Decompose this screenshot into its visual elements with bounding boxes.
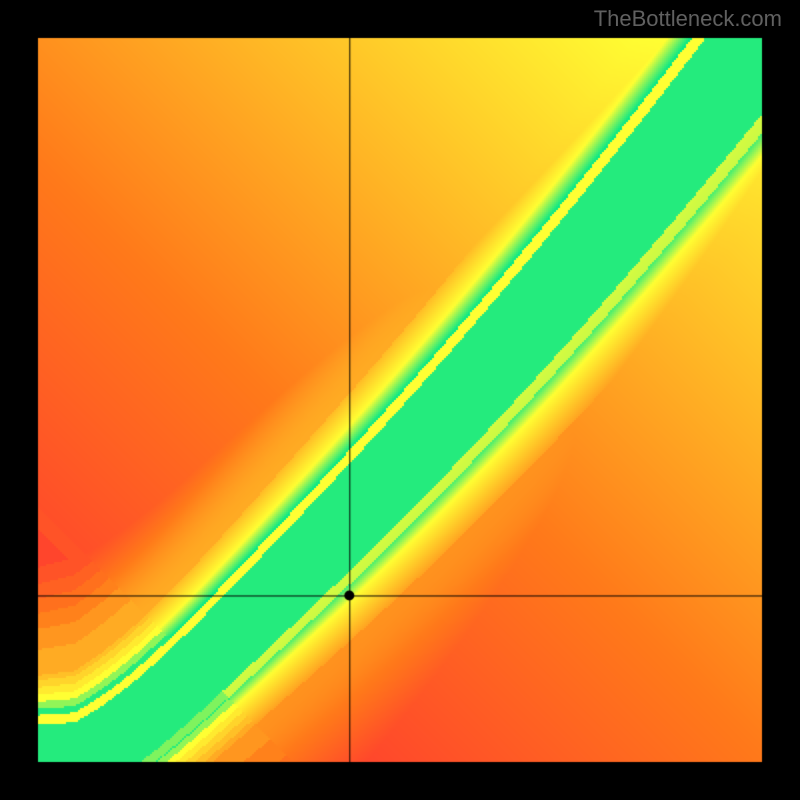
heatmap-canvas [0,0,800,800]
bottleneck-chart: TheBottleneck.com [0,0,800,800]
watermark-text: TheBottleneck.com [594,6,782,32]
